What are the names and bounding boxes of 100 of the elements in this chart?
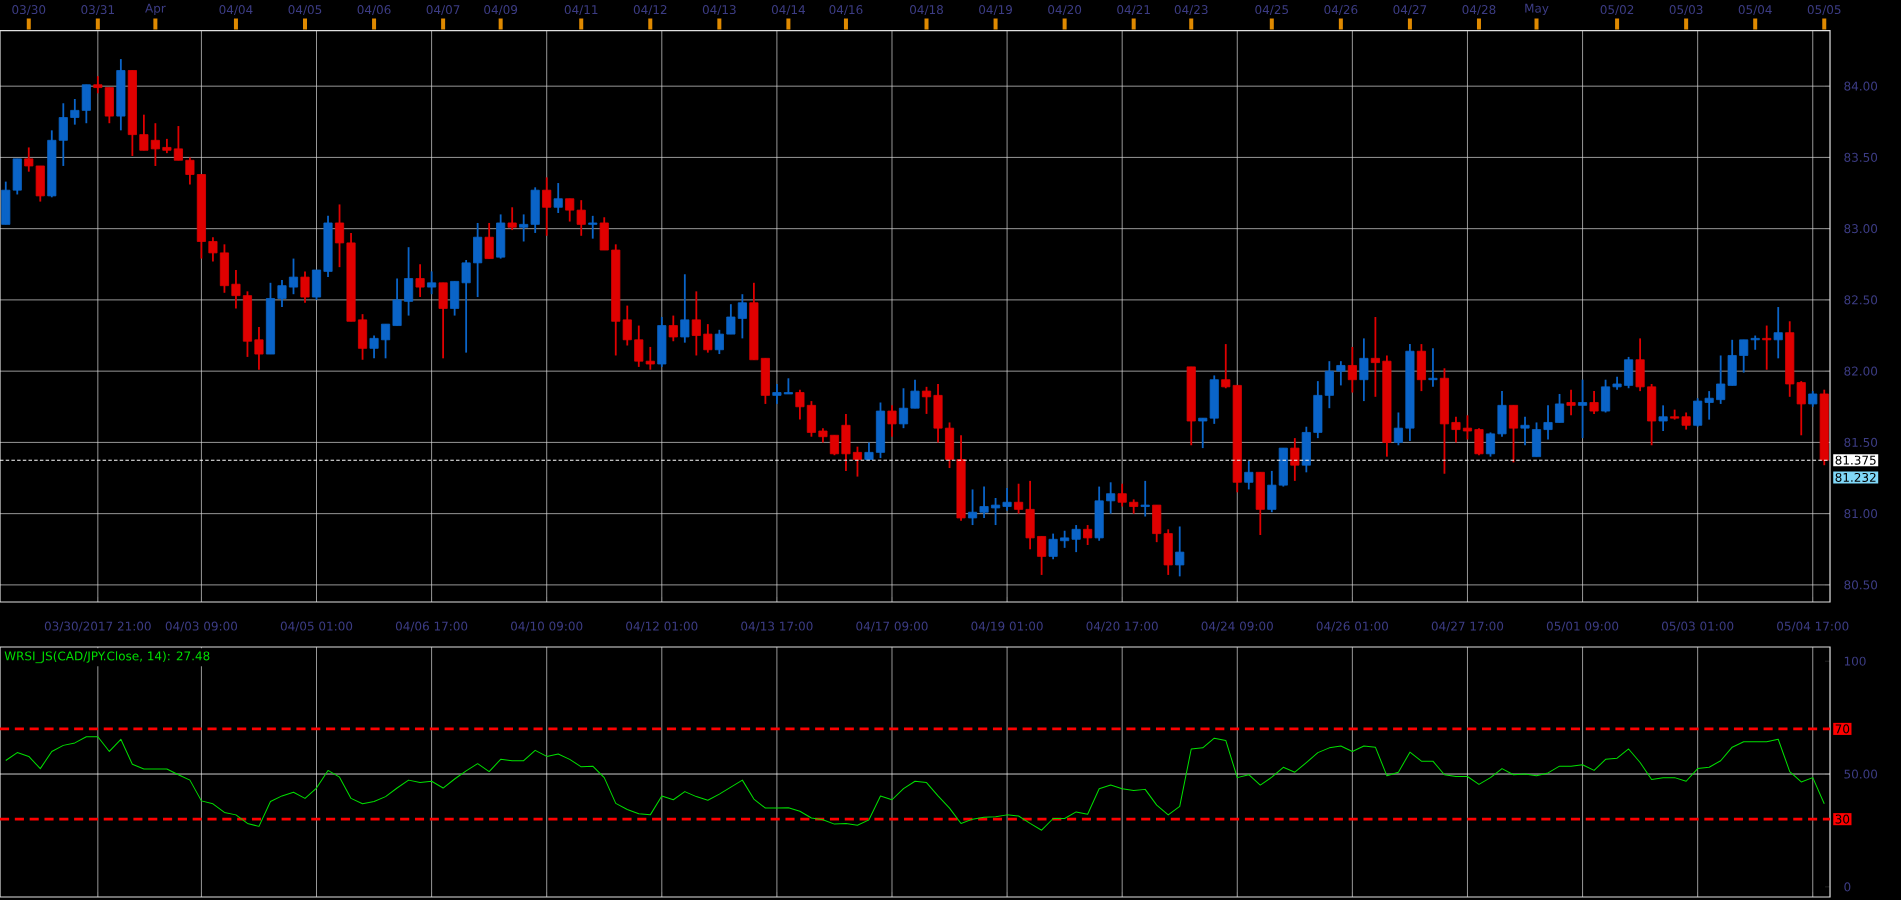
y-tick-label: 100 xyxy=(1844,656,1866,666)
category-label: 05/04 xyxy=(1738,5,1772,16)
x-tick-label: 04/03 09:00 xyxy=(165,621,238,632)
candlestick xyxy=(311,269,322,301)
candlestick xyxy=(1462,414,1473,441)
category-label: 05/05 xyxy=(1807,5,1841,16)
category-label: 03/30 xyxy=(12,5,46,16)
y-tick-label: 84.00 xyxy=(1844,81,1878,91)
y-tick-label: 82.50 xyxy=(1844,295,1878,305)
category-label: 04/05 xyxy=(288,5,322,16)
candlestick xyxy=(588,214,598,240)
text: 81.232 xyxy=(1835,472,1876,482)
x-tick-label: 04/17 09:00 xyxy=(856,621,928,632)
candlestick xyxy=(1624,356,1634,390)
candlestick xyxy=(979,485,989,519)
x-tick-label: 04/27 17:00 xyxy=(1431,621,1504,632)
y-tick-label: 0 xyxy=(1844,882,1851,892)
x-tick-label: 04/06 17:00 xyxy=(395,621,468,632)
candlestick xyxy=(507,206,517,231)
candlestick xyxy=(208,236,218,263)
x-tick-label: 05/01 09:00 xyxy=(1546,621,1619,632)
candlestick xyxy=(818,427,828,444)
candlestick xyxy=(1025,479,1035,551)
candlestick xyxy=(1451,415,1461,444)
candlestick xyxy=(277,279,287,308)
y-tick-label: 83.50 xyxy=(1844,152,1878,162)
x-tick-label: 05/04 17:00 xyxy=(1777,621,1849,632)
candlestick xyxy=(875,401,886,459)
y-tick-label: 83.00 xyxy=(1844,224,1878,234)
x-tick-label: 04/10 09:00 xyxy=(511,621,583,632)
candlestick xyxy=(1578,378,1588,440)
category-label: 04/11 xyxy=(564,5,598,16)
x-tick-label: 04/13 17:00 xyxy=(741,621,813,632)
candlestick xyxy=(864,441,874,461)
candlestick xyxy=(599,216,609,251)
candlestick xyxy=(1612,375,1622,391)
candlestick xyxy=(381,323,391,360)
y-tick-label: 81.50 xyxy=(1844,437,1878,447)
candlestick xyxy=(1555,393,1565,424)
candlestick xyxy=(968,488,978,526)
candlestick xyxy=(1186,365,1196,447)
candlestick xyxy=(1543,404,1553,441)
category-label: 04/23 xyxy=(1174,5,1208,16)
category-label: 03/31 xyxy=(81,5,115,16)
candlestick xyxy=(300,270,310,304)
candlestick xyxy=(427,270,437,296)
candlestick xyxy=(93,75,103,95)
candlestick xyxy=(1014,482,1024,515)
candlestick xyxy=(1601,378,1611,414)
candlestick xyxy=(898,387,909,430)
candlestick xyxy=(438,281,448,360)
candlestick xyxy=(1773,306,1783,360)
ref-line-label: 30 xyxy=(1835,814,1850,824)
candlestick xyxy=(288,257,299,296)
chart-title: WRSI_JS(CAD/JPY.Close, 14): 27.48 xyxy=(4,651,210,664)
candlestick xyxy=(1175,525,1185,578)
candlestick xyxy=(1071,524,1081,554)
candlestick xyxy=(1520,415,1530,447)
candlestick xyxy=(1589,390,1599,415)
candlestick xyxy=(1497,390,1507,438)
category-label: 05/02 xyxy=(1600,5,1634,16)
x-tick-label: 04/19 01:00 xyxy=(971,621,1043,632)
candlestick xyxy=(726,303,736,336)
category-label: 04/12 xyxy=(633,5,667,16)
candlestick xyxy=(772,383,782,405)
candlestick xyxy=(358,313,368,361)
candlestick xyxy=(1670,408,1680,421)
candlestick xyxy=(1681,411,1691,431)
x-tick-label: 04/12 01:00 xyxy=(626,621,698,632)
candlestick xyxy=(1658,404,1668,432)
candlestick xyxy=(921,385,932,415)
ref-line-label: 70 xyxy=(1835,724,1850,734)
category-label: 04/27 xyxy=(1393,5,1427,16)
candlestick xyxy=(392,277,402,327)
candlestick xyxy=(1727,338,1737,387)
x-tick-label: 04/24 09:00 xyxy=(1201,621,1273,632)
candlestick xyxy=(415,263,425,298)
candlestick xyxy=(1094,485,1104,542)
category-label: 04/06 xyxy=(357,5,391,16)
category-label: 04/16 xyxy=(829,5,863,16)
x-tick-label: 03/30/2017 21:00 xyxy=(44,621,151,632)
candlestick xyxy=(1566,388,1576,417)
candlestick xyxy=(162,137,172,155)
candlestick xyxy=(680,273,690,344)
category-label: 04/28 xyxy=(1462,5,1496,16)
category-label: 04/09 xyxy=(484,5,518,16)
x-tick-label: 04/20 17:00 xyxy=(1086,621,1158,632)
candlestick xyxy=(70,98,80,126)
category-label: 04/18 xyxy=(910,5,943,16)
ref-line-label: 81.375 xyxy=(1835,455,1876,465)
candlestick xyxy=(1244,460,1254,491)
candlestick xyxy=(910,378,920,410)
candlestick xyxy=(1290,437,1300,482)
candlestick xyxy=(139,113,149,152)
category-label: 04/25 xyxy=(1255,5,1289,16)
x-tick-label: 04/26 01:00 xyxy=(1316,621,1389,632)
category-label: 04/04 xyxy=(219,5,253,16)
category-label: Apr xyxy=(145,3,166,16)
category-label: 04/26 xyxy=(1324,5,1358,16)
y-tick-label: 80.50 xyxy=(1844,580,1878,590)
